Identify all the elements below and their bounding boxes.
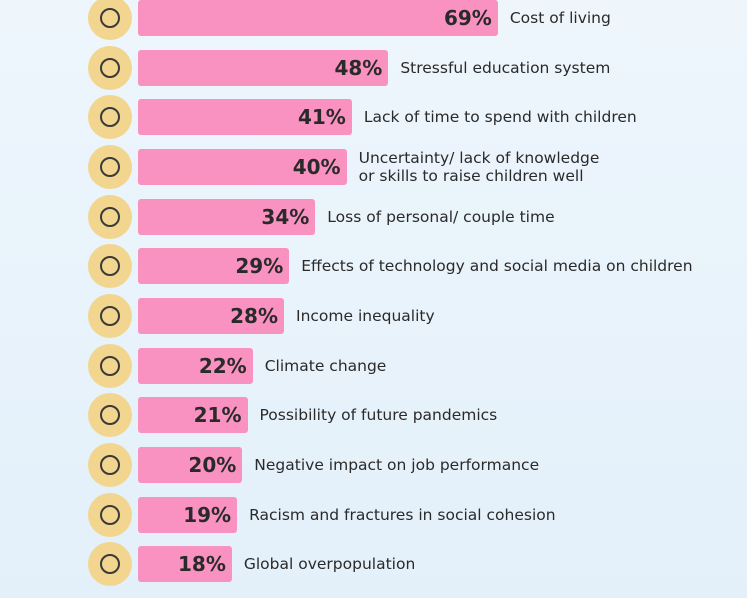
bar: 29%	[138, 248, 290, 285]
category-label: Income inequality	[296, 306, 435, 325]
value-label: 29%	[235, 254, 284, 279]
bar: 22%	[138, 347, 253, 384]
value-label: 48%	[334, 55, 383, 80]
category-label: Cost of living	[509, 9, 611, 27]
value-label: 34%	[261, 204, 310, 229]
value-label: 20%	[188, 452, 237, 477]
category-label: Global overpopulation	[243, 555, 416, 574]
value-label: 40%	[292, 154, 341, 179]
icon	[88, 492, 132, 537]
category-label: Effects of technology and social media o…	[301, 257, 693, 276]
category-label: Possibility of future pandemics	[259, 406, 498, 425]
bar: 69%	[138, 0, 498, 36]
value-label: 19%	[183, 502, 232, 527]
icon	[88, 194, 132, 239]
icon	[88, 45, 132, 90]
category-label: Negative impact on job performance	[254, 455, 540, 474]
bar: 34%	[138, 198, 316, 235]
value-label: 21%	[193, 403, 242, 428]
icon	[88, 442, 132, 487]
bar: 20%	[138, 446, 243, 483]
icon	[88, 244, 132, 289]
value-label: 18%	[177, 552, 226, 577]
icon	[88, 343, 132, 388]
bar: 19%	[138, 496, 238, 533]
bar: 48%	[138, 49, 389, 86]
bar: 40%	[138, 148, 347, 185]
icon	[88, 542, 132, 587]
value-label: 41%	[297, 105, 346, 130]
icon	[88, 0, 132, 40]
category-label: Climate change	[264, 356, 387, 375]
category-label: Lack of time to spend with children	[363, 108, 637, 127]
bar: 28%	[138, 297, 285, 334]
category-label: Racism and fractures in social cohesion	[249, 505, 556, 524]
icon	[88, 144, 132, 189]
bar: 41%	[138, 99, 352, 136]
icon	[88, 95, 132, 140]
category-label: Stressful education system	[400, 58, 611, 77]
value-label: 22%	[198, 353, 247, 378]
category-label: Uncertainty/ lack of knowledge or skills…	[358, 148, 600, 185]
icon	[88, 293, 132, 338]
bar: 21%	[138, 397, 248, 434]
category-label: Loss of personal/ couple time	[327, 207, 555, 226]
value-label: 69%	[443, 6, 492, 30]
bar: 18%	[138, 546, 232, 583]
icon	[88, 393, 132, 438]
value-label: 28%	[230, 303, 279, 328]
